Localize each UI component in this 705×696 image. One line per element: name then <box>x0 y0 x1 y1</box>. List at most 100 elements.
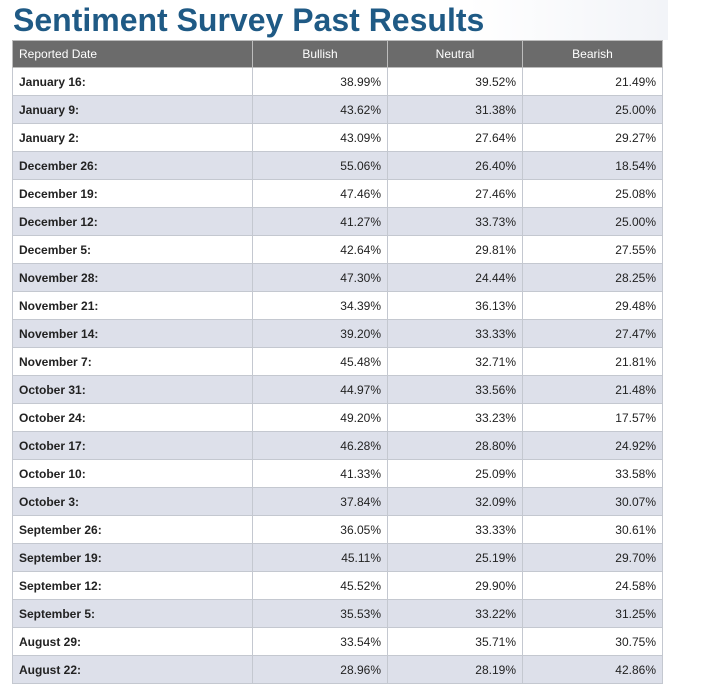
bearish-cell: 21.81% <box>522 347 663 376</box>
table-row: December 26: 55.06% 26.40% 18.54% <box>12 151 663 180</box>
bullish-cell: 33.54% <box>252 627 388 656</box>
bullish-cell: 35.53% <box>252 599 388 628</box>
date-cell: October 3: <box>12 487 253 516</box>
date-cell: August 29: <box>12 627 253 656</box>
table-row: September 19: 45.11% 25.19% 29.70% <box>12 543 663 572</box>
neutral-cell: 33.56% <box>387 375 523 404</box>
neutral-cell: 29.81% <box>387 235 523 264</box>
bullish-cell: 45.48% <box>252 347 388 376</box>
bearish-cell: 33.58% <box>522 459 663 488</box>
table-row: October 10: 41.33% 25.09% 33.58% <box>12 459 663 488</box>
bullish-cell: 45.52% <box>252 571 388 600</box>
neutral-cell: 31.38% <box>387 95 523 124</box>
bearish-cell: 30.61% <box>522 515 663 544</box>
table-row: October 17: 46.28% 28.80% 24.92% <box>12 431 663 460</box>
bullish-cell: 55.06% <box>252 151 388 180</box>
bearish-cell: 31.25% <box>522 599 663 628</box>
bearish-cell: 21.48% <box>522 375 663 404</box>
date-cell: August 22: <box>12 655 253 684</box>
bearish-cell: 27.47% <box>522 319 663 348</box>
date-cell: October 24: <box>12 403 253 432</box>
sentiment-results-table: Reported Date Bullish Neutral Bearish Ja… <box>12 40 663 684</box>
table-row: November 21: 34.39% 36.13% 29.48% <box>12 291 663 320</box>
neutral-cell: 33.22% <box>387 599 523 628</box>
bearish-cell: 17.57% <box>522 403 663 432</box>
table-row: October 24: 49.20% 33.23% 17.57% <box>12 403 663 432</box>
bearish-cell: 30.75% <box>522 627 663 656</box>
date-cell: October 17: <box>12 431 253 460</box>
bullish-cell: 41.33% <box>252 459 388 488</box>
neutral-cell: 28.19% <box>387 655 523 684</box>
title-band <box>0 0 668 40</box>
bullish-cell: 39.20% <box>252 319 388 348</box>
bearish-cell: 18.54% <box>522 151 663 180</box>
bullish-cell: 44.97% <box>252 375 388 404</box>
bullish-cell: 46.28% <box>252 431 388 460</box>
table-row: September 5: 35.53% 33.22% 31.25% <box>12 599 663 628</box>
neutral-cell: 35.71% <box>387 627 523 656</box>
table-row: December 12: 41.27% 33.73% 25.00% <box>12 207 663 236</box>
bearish-cell: 28.25% <box>522 263 663 292</box>
neutral-cell: 33.33% <box>387 515 523 544</box>
bullish-cell: 43.09% <box>252 123 388 152</box>
bearish-cell: 27.55% <box>522 235 663 264</box>
date-cell: December 26: <box>12 151 253 180</box>
date-cell: December 12: <box>12 207 253 236</box>
date-cell: November 21: <box>12 291 253 320</box>
page-title: Sentiment Survey Past Results <box>13 2 485 38</box>
date-cell: November 28: <box>12 263 253 292</box>
bullish-cell: 49.20% <box>252 403 388 432</box>
date-cell: January 9: <box>12 95 253 124</box>
date-cell: December 19: <box>12 179 253 208</box>
bearish-cell: 25.00% <box>522 207 663 236</box>
neutral-cell: 36.13% <box>387 291 523 320</box>
date-cell: November 7: <box>12 347 253 376</box>
table-row: November 28: 47.30% 24.44% 28.25% <box>12 263 663 292</box>
neutral-cell: 24.44% <box>387 263 523 292</box>
table-row: January 9: 43.62% 31.38% 25.00% <box>12 95 663 124</box>
neutral-cell: 25.19% <box>387 543 523 572</box>
header-row: Reported Date Bullish Neutral Bearish <box>12 40 663 68</box>
neutral-cell: 33.73% <box>387 207 523 236</box>
neutral-cell: 32.09% <box>387 487 523 516</box>
bullish-cell: 42.64% <box>252 235 388 264</box>
neutral-cell: 26.40% <box>387 151 523 180</box>
table-row: September 12: 45.52% 29.90% 24.58% <box>12 571 663 600</box>
date-cell: September 12: <box>12 571 253 600</box>
table-row: October 3: 37.84% 32.09% 30.07% <box>12 487 663 516</box>
neutral-cell: 27.64% <box>387 123 523 152</box>
header-neutral: Neutral <box>387 40 523 68</box>
table-row: September 26: 36.05% 33.33% 30.61% <box>12 515 663 544</box>
bullish-cell: 47.46% <box>252 179 388 208</box>
bullish-cell: 34.39% <box>252 291 388 320</box>
neutral-cell: 29.90% <box>387 571 523 600</box>
bullish-cell: 28.96% <box>252 655 388 684</box>
bullish-cell: 47.30% <box>252 263 388 292</box>
bullish-cell: 41.27% <box>252 207 388 236</box>
header-bearish: Bearish <box>522 40 663 68</box>
bullish-cell: 36.05% <box>252 515 388 544</box>
bearish-cell: 24.92% <box>522 431 663 460</box>
date-cell: September 19: <box>12 543 253 572</box>
neutral-cell: 28.80% <box>387 431 523 460</box>
bearish-cell: 21.49% <box>522 67 663 96</box>
bearish-cell: 29.27% <box>522 123 663 152</box>
neutral-cell: 25.09% <box>387 459 523 488</box>
bullish-cell: 45.11% <box>252 543 388 572</box>
bullish-cell: 38.99% <box>252 67 388 96</box>
neutral-cell: 33.23% <box>387 403 523 432</box>
neutral-cell: 32.71% <box>387 347 523 376</box>
date-cell: September 5: <box>12 599 253 628</box>
table-row: August 22: 28.96% 28.19% 42.86% <box>12 655 663 684</box>
header-reported-date: Reported Date <box>12 40 253 68</box>
table-row: November 14: 39.20% 33.33% 27.47% <box>12 319 663 348</box>
neutral-cell: 39.52% <box>387 67 523 96</box>
bearish-cell: 29.70% <box>522 543 663 572</box>
date-cell: January 16: <box>12 67 253 96</box>
date-cell: September 26: <box>12 515 253 544</box>
bearish-cell: 42.86% <box>522 655 663 684</box>
date-cell: November 14: <box>12 319 253 348</box>
bearish-cell: 25.08% <box>522 179 663 208</box>
table-row: August 29: 33.54% 35.71% 30.75% <box>12 627 663 656</box>
date-cell: January 2: <box>12 123 253 152</box>
